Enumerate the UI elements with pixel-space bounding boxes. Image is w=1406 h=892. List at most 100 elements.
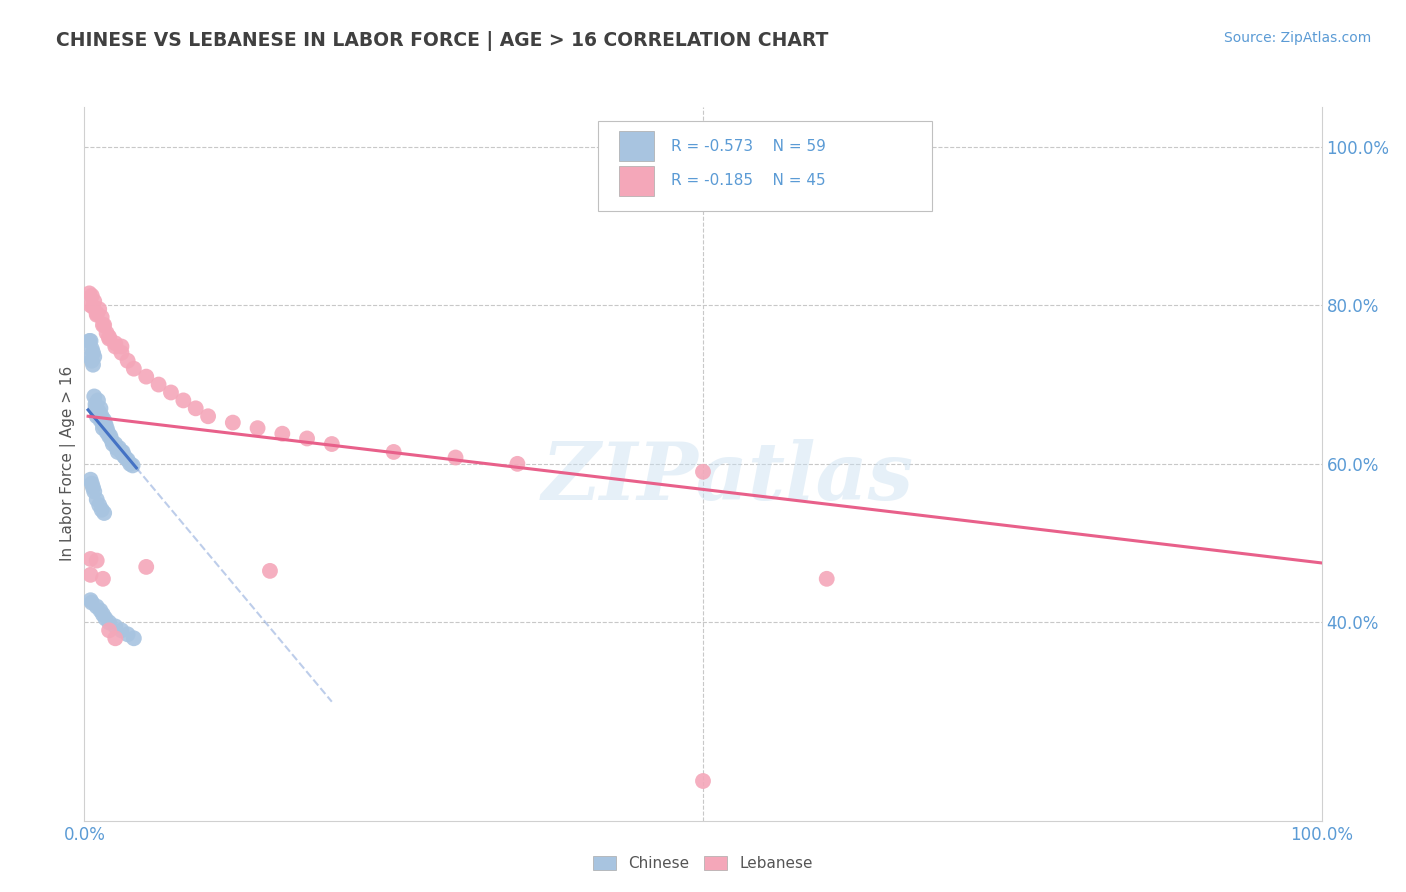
Point <box>135 369 157 384</box>
Point <box>271 426 294 441</box>
Point <box>120 457 142 471</box>
Point <box>79 593 101 607</box>
Y-axis label: In Labor Force | Age > 16: In Labor Force | Age > 16 <box>60 367 76 561</box>
Point <box>91 421 114 435</box>
Point <box>112 449 135 463</box>
Point <box>96 326 118 340</box>
Point <box>80 596 103 610</box>
Point <box>80 476 103 491</box>
Point <box>89 405 111 419</box>
Point <box>79 286 101 301</box>
Point <box>692 465 714 479</box>
Point <box>110 339 132 353</box>
Point <box>89 302 111 317</box>
Point <box>98 624 121 638</box>
Point <box>86 553 108 567</box>
Text: Source: ZipAtlas.com: Source: ZipAtlas.com <box>1223 31 1371 45</box>
Point <box>110 624 132 638</box>
Point <box>79 552 101 566</box>
Point <box>87 393 110 408</box>
Point <box>83 484 105 499</box>
Point <box>692 774 714 789</box>
Legend: Chinese, Lebanese: Chinese, Lebanese <box>586 850 820 877</box>
Point <box>98 429 121 443</box>
Point <box>197 409 219 424</box>
Point <box>79 334 101 348</box>
Point <box>86 308 108 322</box>
Point <box>246 421 269 435</box>
Point <box>184 401 207 416</box>
Point <box>104 632 127 646</box>
Point <box>89 413 111 427</box>
Point <box>80 353 103 368</box>
Point <box>82 358 104 372</box>
Point <box>79 473 101 487</box>
Point <box>93 318 115 332</box>
Point <box>90 310 112 325</box>
Point <box>93 413 115 427</box>
Text: R = -0.573    N = 59: R = -0.573 N = 59 <box>671 139 825 153</box>
Point <box>86 306 108 320</box>
Point <box>79 298 101 312</box>
Point <box>89 498 111 512</box>
Point <box>382 445 405 459</box>
Point <box>98 615 121 630</box>
Point <box>83 389 105 403</box>
Point <box>105 441 128 455</box>
Point <box>117 453 139 467</box>
Text: ZIPatlas: ZIPatlas <box>541 440 914 516</box>
Point <box>80 289 103 303</box>
Point <box>80 342 103 356</box>
Point <box>104 437 127 451</box>
FancyBboxPatch shape <box>619 131 654 161</box>
Point <box>295 432 318 446</box>
Point <box>94 611 117 625</box>
Point <box>91 417 114 432</box>
Point <box>91 572 114 586</box>
Point <box>90 503 112 517</box>
Point <box>110 346 132 360</box>
Point <box>97 425 120 439</box>
Point <box>79 567 101 582</box>
Point <box>222 416 245 430</box>
Point <box>79 334 101 348</box>
Point <box>104 339 127 353</box>
Point <box>82 481 104 495</box>
Point <box>172 393 194 408</box>
Point <box>135 560 157 574</box>
Point <box>96 425 118 439</box>
Point <box>82 346 104 360</box>
Point <box>98 332 121 346</box>
Point <box>83 350 105 364</box>
Point <box>89 603 111 617</box>
FancyBboxPatch shape <box>598 121 932 211</box>
Point <box>110 445 132 459</box>
Point <box>108 441 131 455</box>
Point <box>96 421 118 435</box>
Point <box>101 437 124 451</box>
Point <box>91 318 114 332</box>
Point <box>100 433 122 447</box>
Point <box>82 300 104 314</box>
Point <box>104 336 127 351</box>
Point <box>117 627 139 641</box>
Point <box>98 429 121 443</box>
Point <box>91 607 114 622</box>
Point <box>84 401 107 416</box>
Point <box>86 599 108 614</box>
Point <box>98 330 121 344</box>
Point <box>104 619 127 633</box>
Point <box>93 506 115 520</box>
Point <box>86 401 108 416</box>
Point <box>86 409 108 424</box>
Point <box>89 401 111 416</box>
Point <box>84 397 107 411</box>
Point <box>107 445 129 459</box>
Point <box>506 457 529 471</box>
Point <box>121 458 143 473</box>
Point <box>321 437 343 451</box>
Text: CHINESE VS LEBANESE IN LABOR FORCE | AGE > 16 CORRELATION CHART: CHINESE VS LEBANESE IN LABOR FORCE | AGE… <box>56 31 828 51</box>
Point <box>122 361 145 376</box>
Point <box>160 385 183 400</box>
Point <box>148 377 170 392</box>
